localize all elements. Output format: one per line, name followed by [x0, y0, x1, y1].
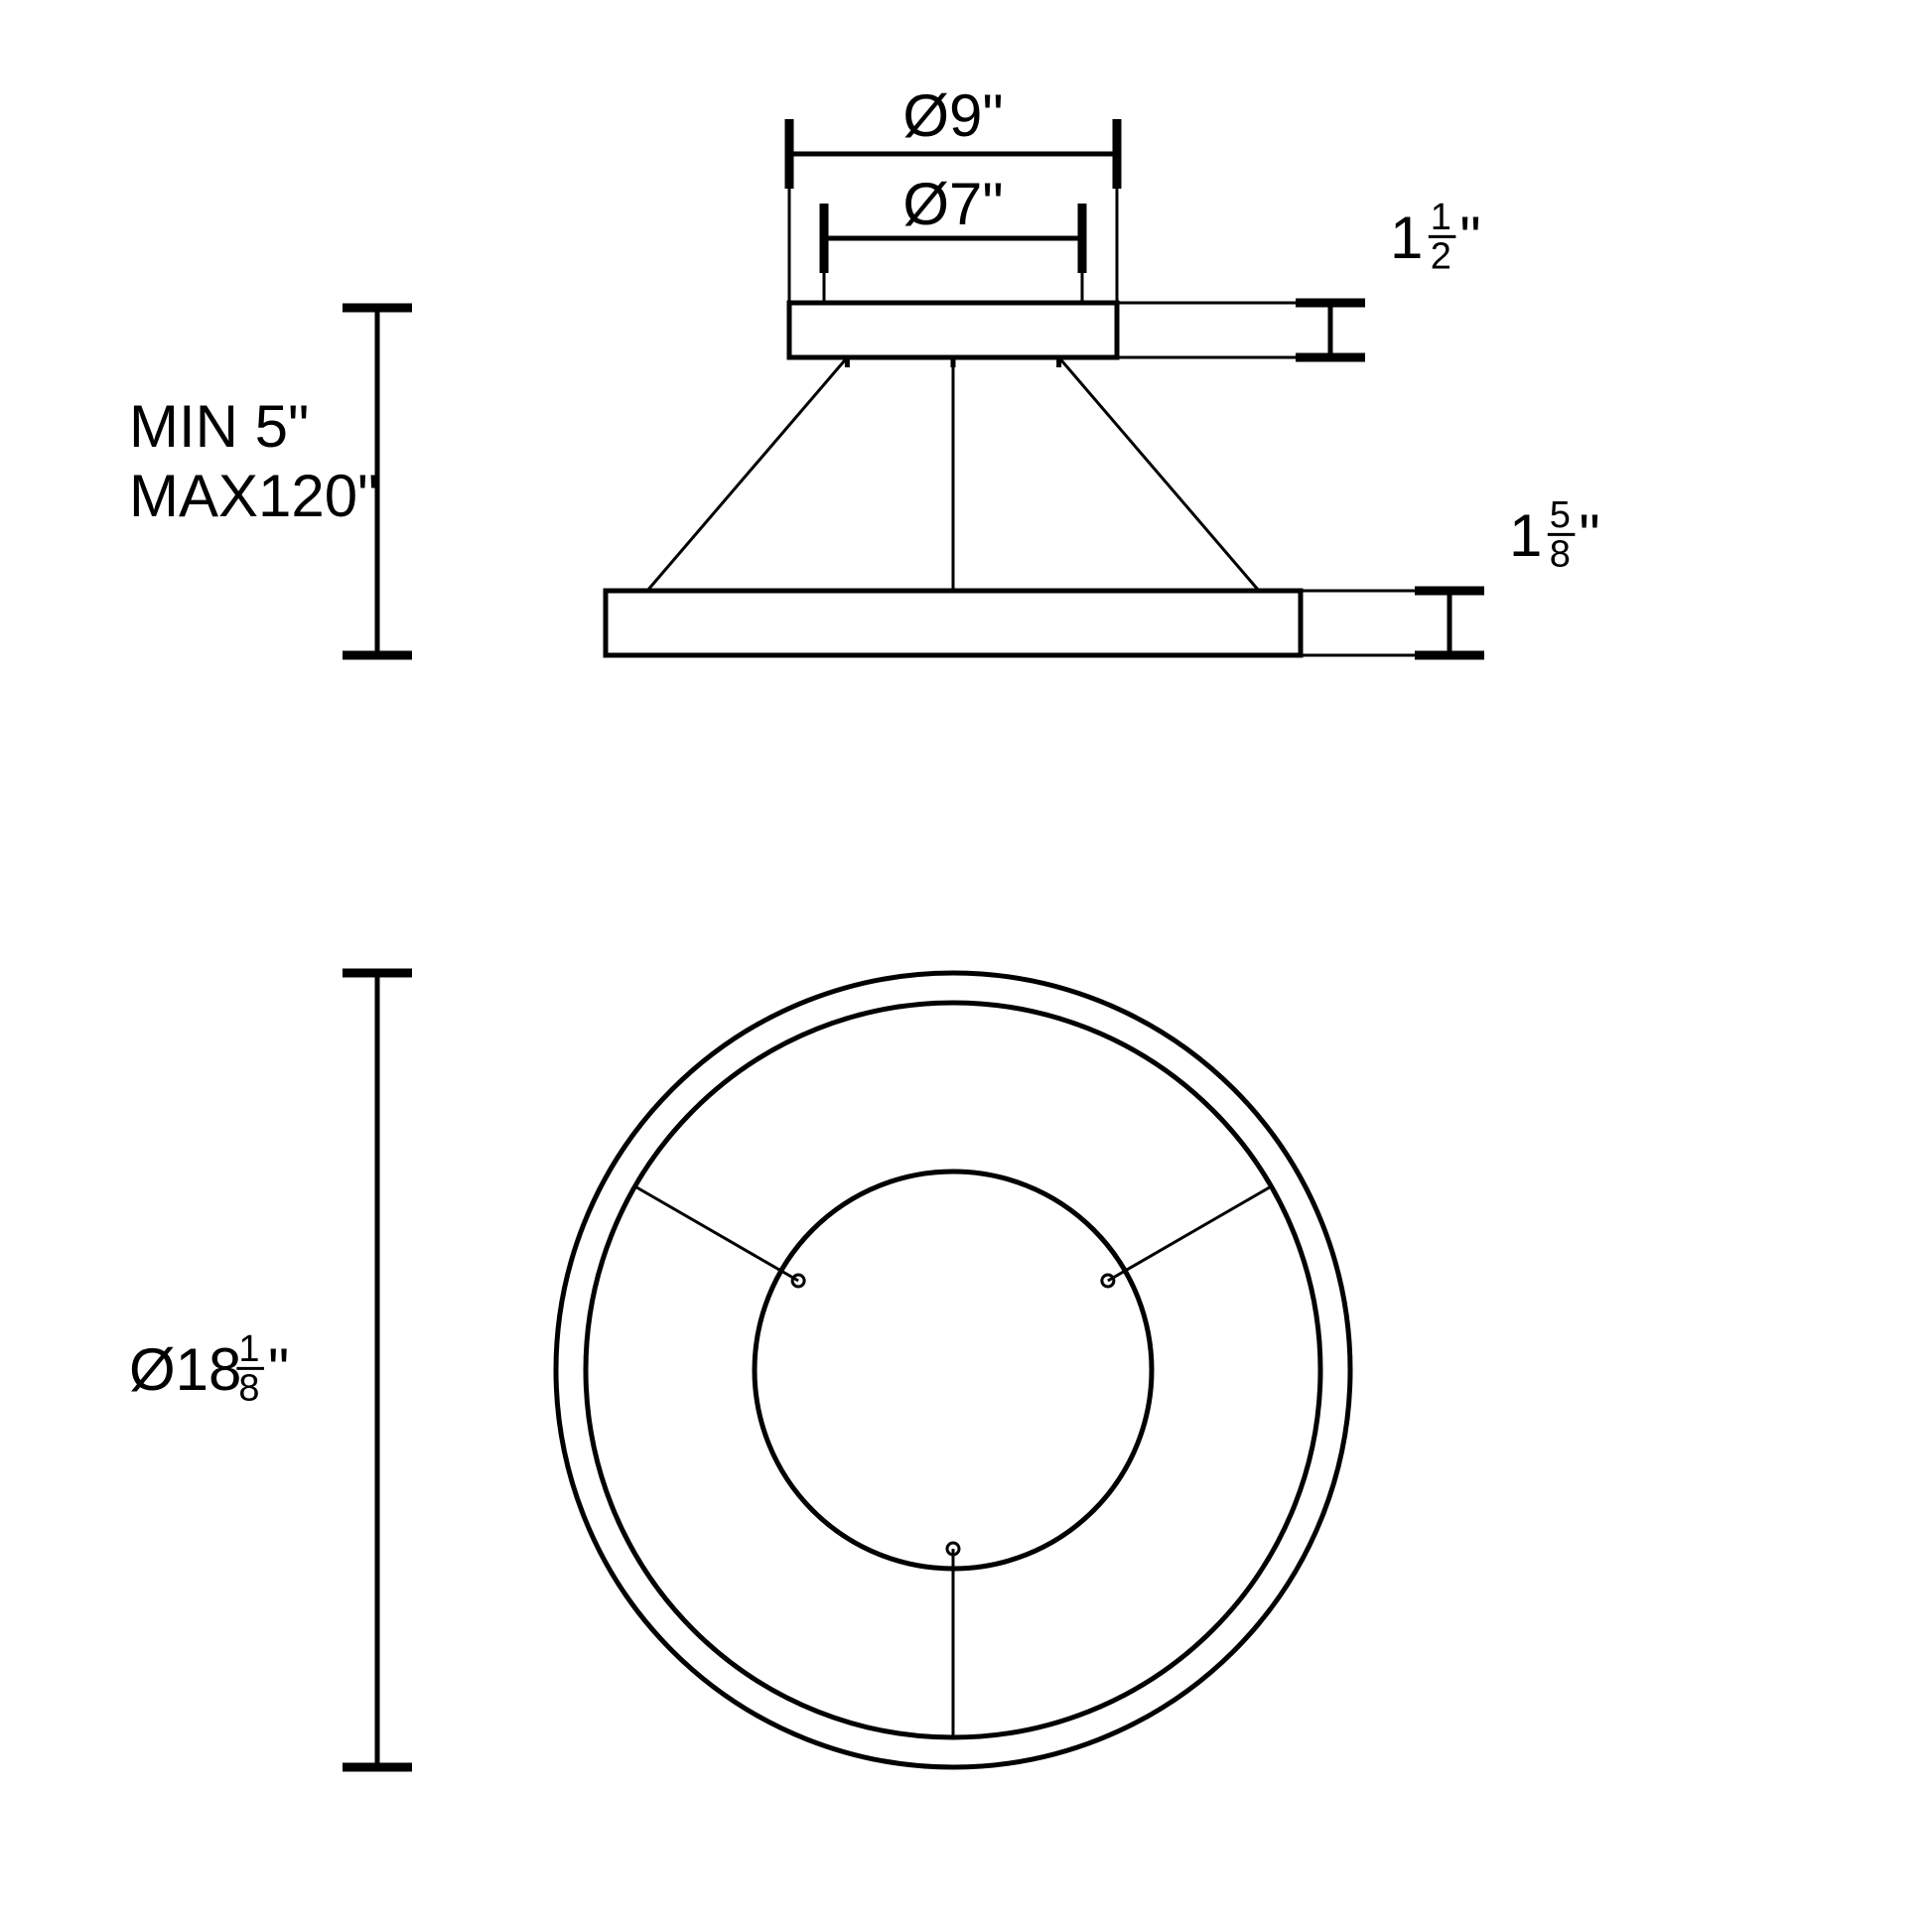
svg-text:1: 1: [1390, 205, 1423, 271]
svg-text:1: 1: [238, 1328, 259, 1370]
dim-drop-max: MAX120": [129, 463, 378, 529]
dim-canopy-height: 112": [1390, 197, 1481, 277]
svg-text:8: 8: [238, 1368, 259, 1410]
dim-ring-thickness: 158": [1509, 494, 1600, 575]
dim-ring-diameter: Ø1818": [129, 1328, 289, 1409]
svg-text:": ": [1579, 502, 1599, 569]
svg-text:5: 5: [1550, 494, 1571, 536]
svg-text:": ": [268, 1336, 289, 1403]
svg-text:8: 8: [1550, 534, 1571, 576]
svg-text:": ": [1459, 205, 1480, 271]
dim-canopy-outer-dia: Ø9": [902, 82, 1003, 149]
svg-text:1: 1: [1509, 502, 1542, 569]
dim-canopy-inner-dia: Ø7": [902, 171, 1003, 237]
svg-text:1: 1: [1431, 197, 1451, 238]
dim-drop-min: MIN 5": [129, 393, 309, 460]
svg-text:Ø18: Ø18: [129, 1336, 241, 1403]
svg-text:2: 2: [1431, 236, 1451, 278]
